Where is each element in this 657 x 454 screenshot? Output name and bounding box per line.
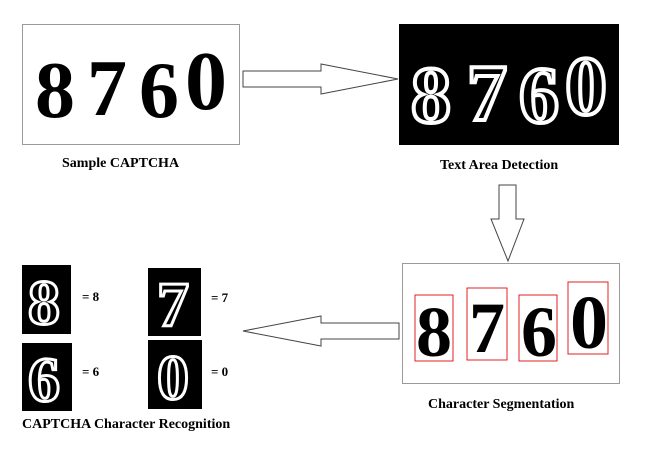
- recognized-tile-0: 0: [148, 340, 202, 409]
- recognized-label-6: = 6: [82, 364, 100, 379]
- svg-text:8: 8: [28, 267, 60, 334]
- segment-box-7: [466, 287, 508, 361]
- arrow-down-icon: [490, 184, 525, 263]
- captcha-digit-6: 6: [139, 47, 179, 135]
- segment-box-6: [518, 294, 558, 362]
- segmentation-image: 8 7 6 0: [414, 281, 609, 372]
- segmented-digit-7: 7: [469, 288, 505, 368]
- arrow-left-icon: [242, 315, 400, 347]
- svg-text:0: 0: [157, 342, 189, 409]
- captcha-digit-8: 8: [35, 47, 75, 135]
- detected-digit-6: 6: [519, 52, 559, 140]
- recognized-label-0: = 0: [211, 364, 229, 379]
- segment-box-0: [567, 281, 609, 355]
- sample-captcha-image: 8 7 6 0: [35, 35, 227, 135]
- recognized-glyph-6: 6: [27, 343, 62, 411]
- segmented-digit-8: 8: [416, 292, 452, 372]
- recognized-tile-7: 7: [148, 268, 201, 336]
- recognized-glyph-8: 8: [27, 266, 62, 335]
- recognized-label-7: = 7: [211, 290, 229, 305]
- detection-image: 8 7 6 0: [409, 38, 609, 142]
- recognized-glyph-0: 0: [156, 341, 191, 410]
- recognized-tile-8: 8: [22, 265, 71, 334]
- sample-captcha-panel: 8 7 6 0: [22, 24, 240, 145]
- svg-text:6: 6: [28, 344, 60, 411]
- captcha-recognition-caption: CAPTCHA Character Recognition: [22, 417, 231, 432]
- segmented-digit-6: 6: [521, 292, 557, 372]
- recognized-label-8: = 8: [82, 289, 100, 304]
- svg-text:7: 7: [157, 269, 189, 336]
- recognized-glyph-7: 7: [156, 268, 191, 336]
- detected-digit-8: 8: [411, 52, 451, 140]
- text-area-detection-caption: Text Area Detection: [440, 158, 559, 173]
- captcha-digit-0: 0: [185, 35, 227, 128]
- recognized-tile-6: 6: [22, 343, 72, 411]
- text-area-detection-panel: 8 7 6 0: [399, 24, 619, 145]
- arrow-right-icon: [242, 63, 399, 95]
- segmented-digit-0: 0: [570, 281, 608, 365]
- captcha-digit-7: 7: [87, 45, 127, 133]
- detected-digit-7: 7: [467, 50, 507, 138]
- character-segmentation-caption: Character Segmentation: [428, 397, 575, 412]
- detected-digit-0: 0: [565, 40, 607, 133]
- segment-box-8: [414, 294, 454, 362]
- sample-captcha-caption: Sample CAPTCHA: [62, 156, 180, 171]
- character-segmentation-panel: 8 7 6 0: [402, 263, 620, 384]
